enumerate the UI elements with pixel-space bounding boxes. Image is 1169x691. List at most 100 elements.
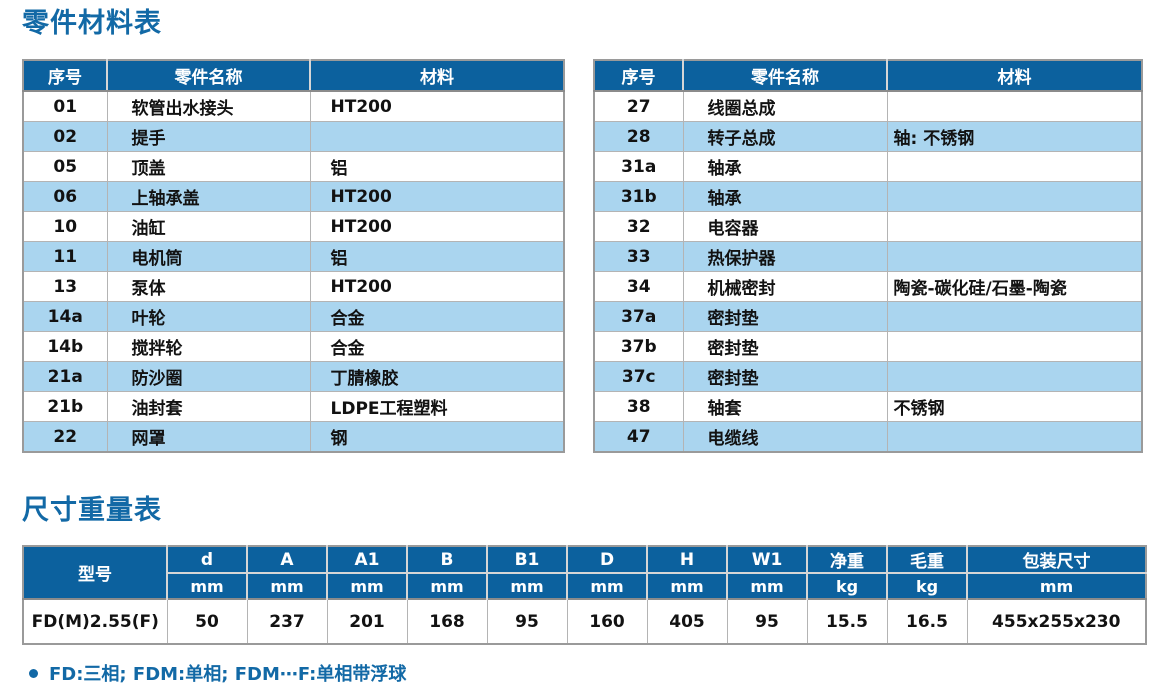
- table-row: 02 提手: [23, 121, 564, 152]
- dimension-value: 168: [406, 598, 487, 644]
- model-column-header: 型号: [23, 546, 167, 599]
- table-row: 38 轴套 不锈钢: [594, 391, 1142, 422]
- dimension-value: 237: [246, 598, 327, 644]
- part-material: [886, 301, 1142, 332]
- part-name: 电缆线: [682, 421, 887, 452]
- dimensions-section-title: 尺寸重量表: [22, 495, 162, 526]
- dimension-column-header: A: [246, 546, 327, 573]
- part-no: 13: [23, 271, 107, 302]
- part-name: 上轴承盖: [106, 181, 310, 212]
- part-no: 14a: [23, 301, 107, 332]
- dimension-unit-header: mm: [326, 572, 407, 599]
- table-row: 21b 油封套 LDPE工程塑料: [23, 391, 564, 422]
- part-name: 密封垫: [682, 301, 887, 332]
- part-no: 38: [594, 391, 683, 422]
- part-name: 油缸: [106, 211, 310, 242]
- table-gap: [565, 59, 593, 453]
- dimension-value: 16.5: [886, 598, 967, 644]
- part-no: 33: [594, 241, 683, 272]
- table-row: 37a 密封垫: [594, 301, 1142, 332]
- table-row: 05 顶盖铝: [23, 151, 564, 182]
- dimension-unit-header: kg: [886, 572, 967, 599]
- dimension-unit-header: mm: [406, 572, 487, 599]
- table-row: 32 电容器: [594, 211, 1142, 242]
- part-name: 轴套: [682, 391, 887, 422]
- part-material: [309, 121, 564, 152]
- column-header-name: 零件名称: [106, 60, 310, 92]
- part-name: 密封垫: [682, 361, 887, 392]
- part-name: 线圈总成: [682, 91, 887, 122]
- dimension-unit-header: mm: [486, 572, 567, 599]
- dimension-unit-header: kg: [806, 572, 887, 599]
- table-row: 14a 叶轮 合金: [23, 301, 564, 332]
- table-row: 37c 密封垫: [594, 361, 1142, 392]
- part-name: 轴承: [682, 181, 887, 212]
- part-no: 31a: [594, 151, 683, 182]
- dimension-column-header: d: [166, 546, 247, 573]
- part-name: 网罩: [106, 421, 310, 452]
- dimension-value: 160: [566, 598, 647, 644]
- dims-header-row: 型号 d A A1 B B1 D H W1 净重 毛重 包装尺寸: [23, 546, 1146, 599]
- part-no: 31b: [594, 181, 683, 212]
- part-name: 电容器: [682, 211, 887, 242]
- dimension-column-header: B1: [486, 546, 567, 573]
- part-material: 陶瓷-碳化硅/石墨-陶瓷: [886, 271, 1142, 302]
- table-row: 34 机械密封 陶瓷-碳化硅/石墨-陶瓷: [594, 271, 1142, 302]
- part-no: 10: [23, 211, 107, 242]
- part-no: 27: [594, 91, 683, 122]
- part-name: 油封套: [106, 391, 310, 422]
- table-row: FD(M)2.55(F) 50 237 201 168 95 160 405 95 15.5 16.…: [23, 598, 1146, 644]
- part-no: 32: [594, 211, 683, 242]
- dimension-unit-header: mm: [246, 572, 327, 599]
- part-name: 密封垫: [682, 331, 887, 362]
- table-row: 27 线圈总成: [594, 91, 1142, 122]
- column-header-material: 材料: [886, 60, 1142, 92]
- dimension-value: 95: [486, 598, 567, 644]
- part-name: 电机筒: [106, 241, 310, 272]
- part-no: 37c: [594, 361, 683, 392]
- column-header-material: 材料: [309, 60, 564, 92]
- table-row: 47 电缆线: [594, 421, 1142, 452]
- part-no: 28: [594, 121, 683, 152]
- part-name: 热保护器: [682, 241, 887, 272]
- dimension-column-header: 包装尺寸: [966, 546, 1146, 573]
- part-no: 37b: [594, 331, 683, 362]
- part-name: 搅拌轮: [106, 331, 310, 362]
- part-no: 34: [594, 271, 683, 302]
- part-material: [886, 421, 1142, 452]
- dimensions-table-header: 型号 d A A1 B B1 D H W1 净重 毛重 包装尺寸 mm mm mm mm mm mm mm mm kg k…: [23, 546, 1146, 599]
- footnote-text: FD:三相; FDM:单相; FDM⋯F:单相带浮球: [49, 664, 407, 685]
- part-material: LDPE工程塑料: [309, 391, 564, 422]
- part-material: [886, 241, 1142, 272]
- table-row: 31a 轴承: [594, 151, 1142, 182]
- parts-table-right: 序号 零件名称 材料 27 线圈总成 28 转子总成 轴: 不锈钢 31a 轴承 31b 轴承 3…: [593, 59, 1143, 453]
- dimension-unit-header: mm: [646, 572, 727, 599]
- parts-table-left-header-row: 序号 零件名称 材料: [23, 60, 564, 92]
- part-material: 合金: [309, 301, 564, 332]
- part-material: [886, 151, 1142, 182]
- part-material: [886, 331, 1142, 362]
- part-name: 机械密封: [682, 271, 887, 302]
- part-no: 05: [23, 151, 107, 182]
- bullet-icon: [29, 668, 38, 678]
- dimension-value: 405: [646, 598, 727, 644]
- part-name: 泵体: [106, 271, 310, 302]
- part-material: 合金: [309, 331, 564, 362]
- part-material: [886, 211, 1142, 242]
- part-no: 01: [23, 91, 107, 122]
- part-no: 47: [594, 421, 683, 452]
- part-material: 铝: [309, 151, 564, 182]
- column-header-name: 零件名称: [682, 60, 887, 92]
- parts-table-right-header-row: 序号 零件名称 材料: [594, 60, 1142, 92]
- part-material: 钢: [309, 421, 564, 452]
- part-material: HT200: [309, 181, 564, 212]
- part-material: HT200: [309, 271, 564, 302]
- parts-table-left: 序号 零件名称 材料 01 软管出水接头 HT200 02 提手 05 顶盖铝 06 上轴承盖 H…: [22, 59, 565, 453]
- table-row: 14b 搅拌轮 合金: [23, 331, 564, 362]
- dimension-unit-header: mm: [566, 572, 647, 599]
- part-material: [886, 91, 1142, 122]
- table-row: 22 网罩钢: [23, 421, 564, 452]
- part-no: 11: [23, 241, 107, 272]
- part-material: [886, 361, 1142, 392]
